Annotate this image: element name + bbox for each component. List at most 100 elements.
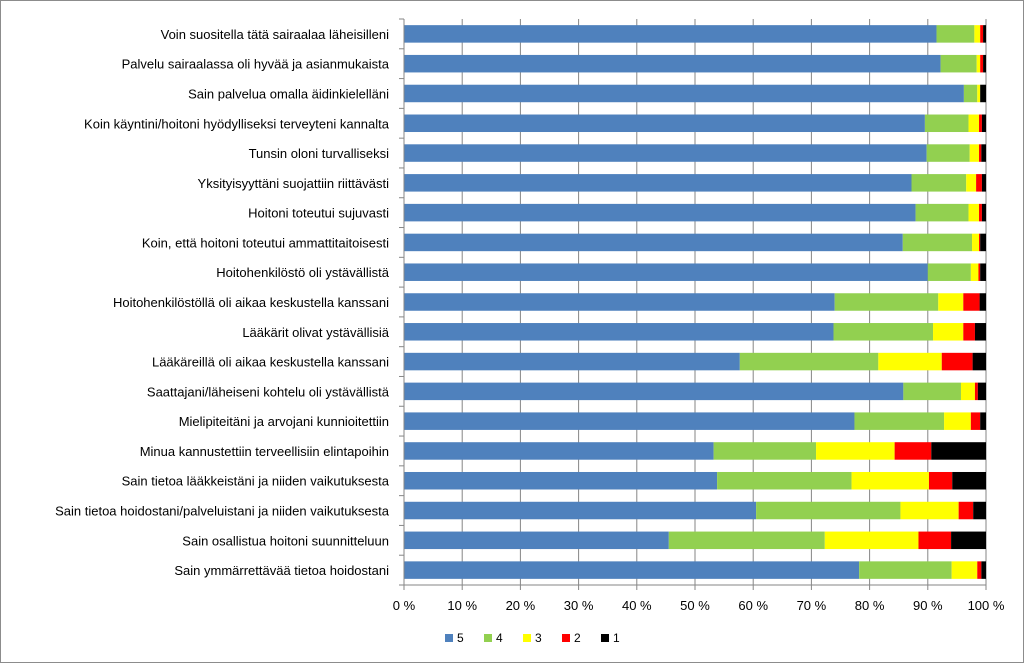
bar-segment-5 bbox=[404, 323, 834, 341]
bar-segment-3 bbox=[938, 293, 964, 311]
axes bbox=[399, 18, 987, 590]
bar-segment-1 bbox=[981, 174, 986, 192]
category-labels: Voin suositella tätä sairaalaa läheisill… bbox=[55, 27, 390, 578]
bar-segment-1 bbox=[981, 561, 986, 579]
bar-segment-1 bbox=[973, 501, 986, 520]
category-label: Sain ymmärrettävää tietoa hoidostani bbox=[174, 563, 389, 578]
bar-segment-5 bbox=[404, 203, 916, 222]
bar-segment-1 bbox=[979, 293, 986, 311]
category-label: Hoitohenkilöstö oli ystävällistä bbox=[216, 265, 389, 280]
category-label: Sain tietoa lääkkeistäni ja niiden vaiku… bbox=[122, 474, 390, 489]
bar-segment-1 bbox=[980, 233, 986, 252]
bar-segment-5 bbox=[404, 293, 835, 311]
bar-segment-3 bbox=[960, 382, 975, 401]
bar-segment-4 bbox=[717, 471, 852, 490]
bar-segment-2 bbox=[941, 352, 973, 371]
bar-segment-5 bbox=[404, 144, 927, 162]
category-label: Minua kannustettiin terveellisiin elinta… bbox=[140, 444, 389, 459]
bar-segment-1 bbox=[983, 25, 986, 43]
bar-segment-5 bbox=[404, 442, 714, 460]
bar-segment-3 bbox=[933, 323, 964, 341]
bar-segment-1 bbox=[980, 412, 986, 430]
bar-segment-5 bbox=[404, 25, 937, 43]
legend-label-2: 2 bbox=[574, 631, 581, 645]
x-tick-label: 0 % bbox=[393, 598, 416, 613]
bar-segment-1 bbox=[972, 352, 986, 371]
x-tick-label: 80 % bbox=[855, 598, 885, 613]
x-tick-label: 50 % bbox=[680, 598, 710, 613]
bar-segment-5 bbox=[404, 233, 903, 252]
bar-segment-4 bbox=[936, 25, 975, 43]
bar-segment-2 bbox=[980, 54, 984, 73]
bar-segment-3 bbox=[977, 84, 981, 103]
bar-segment-2 bbox=[928, 471, 953, 490]
legend-label-1: 1 bbox=[613, 631, 620, 645]
legend-label-4: 4 bbox=[496, 631, 503, 645]
bar-segment-4 bbox=[911, 174, 967, 192]
bar-segment-3 bbox=[968, 203, 980, 222]
x-tick-label: 40 % bbox=[622, 598, 652, 613]
category-label: Sain palvelua omalla äidinkielelläni bbox=[188, 86, 389, 101]
bar-segment-1 bbox=[977, 382, 986, 401]
bar-segment-4 bbox=[963, 84, 978, 103]
bar-segment-2 bbox=[894, 442, 932, 460]
bar-segment-1 bbox=[981, 203, 986, 222]
bar-segment-3 bbox=[951, 561, 978, 579]
category-label: Hoitohenkilöstöllä oli aikaa keskustella… bbox=[113, 295, 389, 310]
bar-segment-3 bbox=[851, 471, 929, 490]
x-tick-label: 60 % bbox=[738, 598, 768, 613]
bar-segment-5 bbox=[404, 263, 928, 281]
x-tick-label: 20 % bbox=[506, 598, 536, 613]
bar-segment-2 bbox=[963, 323, 975, 341]
bar-segment-3 bbox=[944, 412, 971, 430]
bar-segment-4 bbox=[859, 561, 952, 579]
bar-segment-3 bbox=[878, 352, 942, 371]
x-tick-label: 30 % bbox=[564, 598, 594, 613]
bar-segment-4 bbox=[668, 531, 825, 550]
bar-segment-4 bbox=[713, 442, 817, 460]
bar-segment-4 bbox=[926, 144, 970, 162]
bar-segment-1 bbox=[952, 471, 986, 490]
bar-segment-5 bbox=[404, 501, 757, 520]
legend-swatch-5 bbox=[445, 634, 453, 642]
bar-segment-3 bbox=[824, 531, 919, 550]
category-label: Lääkärit olivat ystävällisiä bbox=[242, 325, 389, 340]
category-label: Hoitoni toteutui sujuvasti bbox=[248, 206, 389, 221]
category-label: Voin suositella tätä sairaalaa läheisill… bbox=[161, 27, 389, 42]
bar-segment-4 bbox=[739, 352, 879, 371]
x-tick-label: 90 % bbox=[913, 598, 943, 613]
bar-segment-4 bbox=[756, 501, 901, 520]
bar-segment-3 bbox=[970, 263, 979, 281]
bar-segment-5 bbox=[404, 471, 718, 490]
bar-segment-5 bbox=[404, 412, 855, 430]
bar-segment-4 bbox=[833, 323, 934, 341]
bar-segment-5 bbox=[404, 174, 912, 192]
bar-segment-4 bbox=[854, 412, 945, 430]
category-label: Sain tietoa hoidostani/palveluistani ja … bbox=[55, 504, 390, 519]
category-label: Sain osallistua hoitoni suunnitteluun bbox=[182, 533, 389, 548]
x-tick-label: 70 % bbox=[797, 598, 827, 613]
bar-segment-2 bbox=[980, 25, 984, 43]
bar-segment-2 bbox=[978, 263, 981, 281]
bar-segment-2 bbox=[979, 203, 982, 222]
legend-label-3: 3 bbox=[535, 631, 542, 645]
bar-segment-3 bbox=[968, 114, 980, 133]
bar-segment-1 bbox=[981, 114, 986, 133]
category-label: Koin, että hoitoni toteutui ammattitaito… bbox=[142, 235, 389, 250]
x-tick-label: 100 % bbox=[968, 598, 1005, 613]
bar-segment-3 bbox=[900, 501, 959, 520]
bar-segment-5 bbox=[404, 561, 860, 579]
bar-segment-2 bbox=[963, 293, 980, 311]
bar-segment-5 bbox=[404, 114, 925, 133]
bar-segment-5 bbox=[404, 531, 669, 550]
bar-segment-2 bbox=[979, 233, 981, 252]
bar-segment-3 bbox=[974, 25, 981, 43]
bar-segment-4 bbox=[915, 203, 969, 222]
bar-segment-4 bbox=[834, 293, 939, 311]
x-tick-labels: 0 % 10 % 20 % 30 % 40 % 50 % 60 % 70 % 80 % 90 % 1… bbox=[393, 598, 1005, 613]
bar-segment-5 bbox=[404, 382, 904, 401]
bar-segment-3 bbox=[966, 174, 977, 192]
bar-segment-3 bbox=[969, 144, 980, 162]
bar-segment-2 bbox=[976, 174, 982, 192]
